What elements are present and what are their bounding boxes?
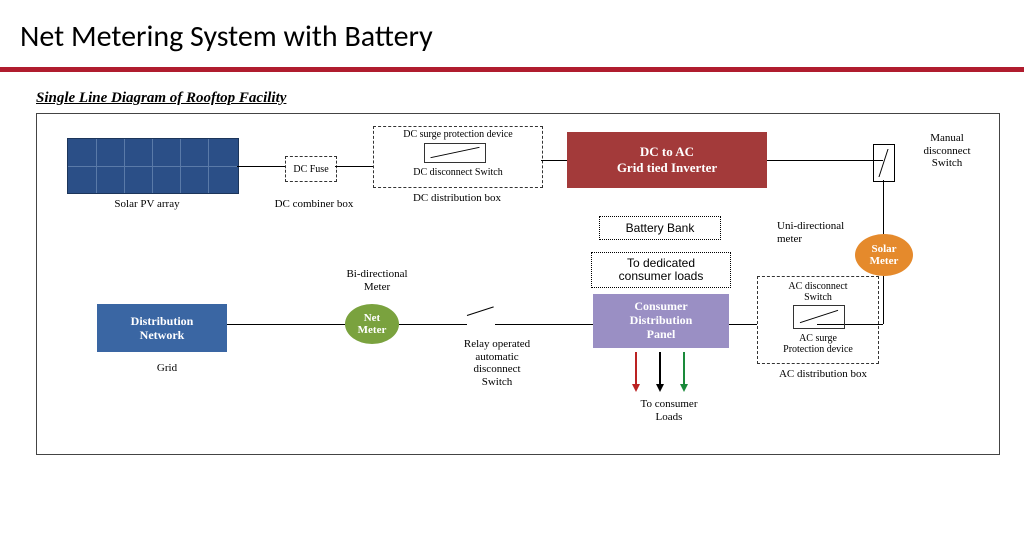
dedicated-loads: To dedicated consumer loads	[591, 252, 731, 288]
wire	[883, 180, 884, 234]
ac-surge-label: AC surge Protection device	[764, 333, 872, 355]
dc-combiner-label: DC combiner box	[259, 198, 369, 211]
load-arrow-green	[683, 352, 685, 390]
bi-directional-meter-label: Bi-directional Meter	[327, 268, 427, 293]
load-arrow-red	[635, 352, 637, 390]
consumer-distribution-panel: Consumer Distribution Panel	[593, 294, 729, 348]
to-consumer-loads-label: To consumer Loads	[619, 398, 719, 423]
dc-distribution-box: DC surge protection device DC disconnect…	[373, 126, 543, 188]
dc-disconnect-label: DC disconnect Switch	[378, 167, 538, 178]
distribution-network: Distribution Network	[97, 304, 227, 352]
manual-disconnect-label: Manual disconnect Switch	[907, 132, 987, 170]
net-meter: Net Meter	[345, 304, 399, 344]
dc-switch-symbol	[424, 143, 486, 163]
battery-bank: Battery Bank	[599, 216, 721, 240]
wire	[399, 324, 445, 325]
page-title: Net Metering System with Battery	[0, 0, 1024, 67]
dc-fuse: DC Fuse	[285, 156, 337, 182]
ac-disconnect-label: AC disconnect Switch	[764, 281, 872, 303]
wire	[541, 160, 567, 161]
diagram-frame: Solar PV array DC Fuse DC combiner box D…	[36, 113, 1000, 455]
ac-switch-symbol	[793, 305, 845, 329]
wire	[495, 324, 593, 325]
relay-switch-symbol	[445, 318, 495, 330]
inverter: DC to AC Grid tied Inverter	[567, 132, 767, 188]
manual-switch-symbol	[873, 144, 895, 182]
wire	[335, 166, 373, 167]
grid-label: Grid	[137, 362, 197, 375]
load-arrow-black	[659, 352, 661, 390]
wire	[729, 324, 757, 325]
wire	[227, 324, 345, 325]
diagram-subtitle: Single Line Diagram of Rooftop Facility	[0, 72, 1024, 113]
solar-pv-array	[67, 138, 239, 194]
relay-label: Relay operated automatic disconnect Swit…	[437, 338, 557, 389]
wire	[883, 276, 884, 324]
dc-surge-label: DC surge protection device	[378, 129, 538, 140]
ac-distribution-box: AC disconnect Switch AC surge Protection…	[757, 276, 879, 364]
pv-array-label: Solar PV array	[87, 198, 207, 211]
ac-dist-box-label: AC distribution box	[763, 368, 883, 381]
uni-directional-meter-label: Uni-directional meter	[777, 220, 877, 245]
wire	[767, 160, 883, 161]
dc-dist-box-label: DC distribution box	[387, 192, 527, 205]
wire	[237, 166, 285, 167]
